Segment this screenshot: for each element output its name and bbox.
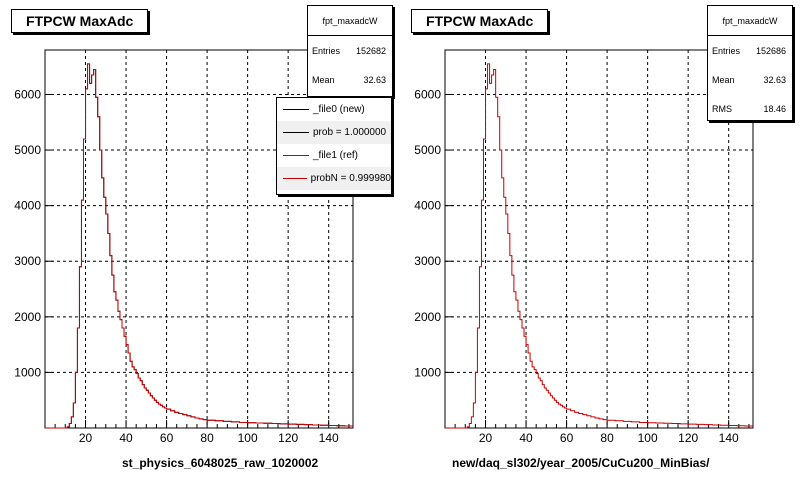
legend-line-red bbox=[283, 178, 307, 179]
y-tick-label: 4000 bbox=[14, 199, 41, 213]
y-tick-label: 4000 bbox=[414, 199, 441, 213]
y-tick-label: 3000 bbox=[414, 254, 441, 268]
stats-entries-value: 152682 bbox=[355, 45, 386, 56]
stats-entries-row: Entries 152682 bbox=[308, 36, 392, 65]
legend-entry-prob: prob = 1.000000 bbox=[277, 121, 391, 144]
left-stats-box: fpt_maxadcW Entries 152682 Mean 32.63 bbox=[307, 5, 393, 97]
right-stats-box: fpt_maxadcW Entries 152686 Mean 32.63 RM… bbox=[707, 5, 793, 121]
plot-frame bbox=[444, 49, 754, 429]
histogram-series-0 bbox=[445, 63, 753, 429]
y-tick-label: 5000 bbox=[414, 143, 441, 157]
stats-mean-row: Mean 32.63 bbox=[708, 65, 792, 94]
stats-mean-value: 32.63 bbox=[763, 74, 786, 85]
y-tick-label: 6000 bbox=[414, 87, 441, 101]
stats-histogram-name: fpt_maxadcW bbox=[308, 6, 392, 36]
right-plot-title: FTPCW MaxAdc bbox=[411, 9, 549, 33]
legend-line-black bbox=[283, 132, 309, 133]
stats-histogram-name: fpt_maxadcW bbox=[708, 6, 792, 36]
y-tick-label: 1000 bbox=[414, 365, 441, 379]
y-tick-label: 6000 bbox=[14, 87, 41, 101]
stats-mean-row: Mean 32.63 bbox=[308, 65, 392, 94]
stats-entries-label: Entries bbox=[312, 45, 341, 56]
x-tick-label: 20 bbox=[479, 431, 493, 445]
x-tick-label: 120 bbox=[678, 431, 698, 445]
legend-label: probN = 0.999980 bbox=[310, 173, 391, 184]
y-tick-label: 2000 bbox=[414, 310, 441, 324]
stats-rms-label: RMS bbox=[712, 103, 732, 114]
x-tick-label: 40 bbox=[519, 431, 533, 445]
stats-mean-label: Mean bbox=[312, 74, 335, 85]
stats-rms-value: 18.46 bbox=[763, 103, 786, 114]
y-tick-label: 1000 bbox=[14, 365, 41, 379]
legend-line-red bbox=[283, 155, 309, 156]
x-tick-label: 80 bbox=[600, 431, 614, 445]
legend-line-black bbox=[283, 109, 309, 110]
x-tick-label: 80 bbox=[200, 431, 214, 445]
stats-mean-label: Mean bbox=[712, 74, 735, 85]
legend-entry-file0: _file0 (new) bbox=[277, 98, 391, 121]
y-tick-label: 2000 bbox=[14, 310, 41, 324]
left-legend: _file0 (new) prob = 1.000000 _file1 (ref… bbox=[276, 97, 392, 195]
stats-mean-value: 32.63 bbox=[363, 74, 386, 85]
legend-label: prob = 1.000000 bbox=[313, 127, 387, 138]
histogram-series-1 bbox=[45, 63, 353, 429]
x-tick-label: 60 bbox=[560, 431, 574, 445]
y-tick-label: 3000 bbox=[14, 254, 41, 268]
legend-entry-file1: _file1 (ref) bbox=[277, 144, 391, 167]
stats-entries-row: Entries 152686 bbox=[708, 36, 792, 65]
x-tick-label: 20 bbox=[79, 431, 93, 445]
y-tick-label: 5000 bbox=[14, 143, 41, 157]
x-tick-label: 60 bbox=[160, 431, 174, 445]
stats-rms-row: RMS 18.46 bbox=[708, 94, 792, 123]
left-x-axis-label: st_physics_6048025_raw_1020002 bbox=[122, 456, 319, 470]
x-tick-label: 40 bbox=[119, 431, 133, 445]
right-x-axis-label: new/daq_sl302/year_2005/CuCu200_MinBias/ bbox=[452, 456, 710, 470]
x-tick-label: 140 bbox=[319, 431, 339, 445]
left-plot-title: FTPCW MaxAdc bbox=[11, 9, 149, 33]
plot-right: 20 40 60 80 100 120 140 1000 2000 3000 4000 5000 600… bbox=[414, 49, 754, 445]
x-tick-label: 140 bbox=[719, 431, 739, 445]
legend-entry-probn: probN = 0.999980 bbox=[277, 167, 391, 190]
legend-label: _file1 (ref) bbox=[313, 150, 359, 161]
x-tick-label: 100 bbox=[238, 431, 258, 445]
legend-label: _file0 (new) bbox=[313, 104, 365, 115]
x-tick-label: 100 bbox=[638, 431, 658, 445]
stats-entries-label: Entries bbox=[712, 45, 741, 56]
stats-entries-value: 152686 bbox=[755, 45, 786, 56]
x-tick-label: 120 bbox=[278, 431, 298, 445]
